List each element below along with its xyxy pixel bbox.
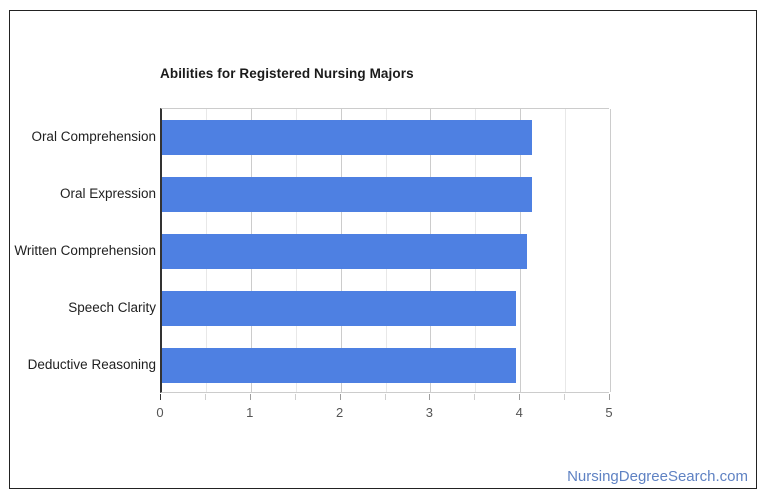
- x-axis-tick: [160, 394, 161, 400]
- category-label: Deductive Reasoning: [27, 357, 156, 372]
- x-axis-label: 1: [246, 405, 254, 420]
- x-axis-tick-marks: [160, 394, 610, 401]
- category-label: Written Comprehension: [14, 243, 156, 258]
- minor-gridline: [565, 109, 567, 392]
- bar-deductive-reasoning[interactable]: [162, 348, 516, 383]
- x-axis-labels: 0 1 2 3 4 5: [156, 405, 640, 423]
- x-axis-tick: [294, 394, 296, 400]
- x-axis-label: 3: [425, 405, 433, 420]
- bar-oral-comprehension[interactable]: [162, 120, 532, 155]
- category-label: Oral Expression: [59, 186, 156, 201]
- bar-speech-clarity[interactable]: [162, 291, 516, 326]
- x-axis-tick: [609, 394, 610, 400]
- bar-written-comprehension[interactable]: [162, 234, 527, 269]
- major-gridline: [610, 109, 611, 392]
- plot-area: [160, 108, 611, 393]
- x-axis-tick: [429, 394, 431, 400]
- x-axis-tick: [564, 394, 566, 400]
- x-axis-tick: [249, 394, 251, 400]
- bar-oral-expression[interactable]: [162, 177, 532, 212]
- x-axis-tick: [339, 394, 341, 400]
- x-axis-tick: [204, 394, 206, 400]
- x-axis-label: 2: [335, 405, 344, 420]
- x-axis-tick: [384, 394, 386, 400]
- category-axis-labels: Oral Comprehension Oral Expression Written…: [14, 108, 156, 393]
- chart-frame: Abilities for Registered Nursing Majors …: [9, 10, 757, 489]
- x-axis-label: 5: [605, 405, 613, 420]
- x-axis-tick: [474, 394, 476, 400]
- category-label: Oral Comprehension: [31, 129, 156, 144]
- category-label: Speech Clarity: [68, 300, 156, 315]
- x-axis-label: 0: [156, 405, 164, 420]
- footer-site-link[interactable]: NursingDegreeSearch.com: [567, 468, 748, 485]
- x-axis-label: 4: [515, 405, 523, 420]
- x-axis-tick: [519, 394, 521, 400]
- chart-title: Abilities for Registered Nursing Majors: [160, 66, 414, 81]
